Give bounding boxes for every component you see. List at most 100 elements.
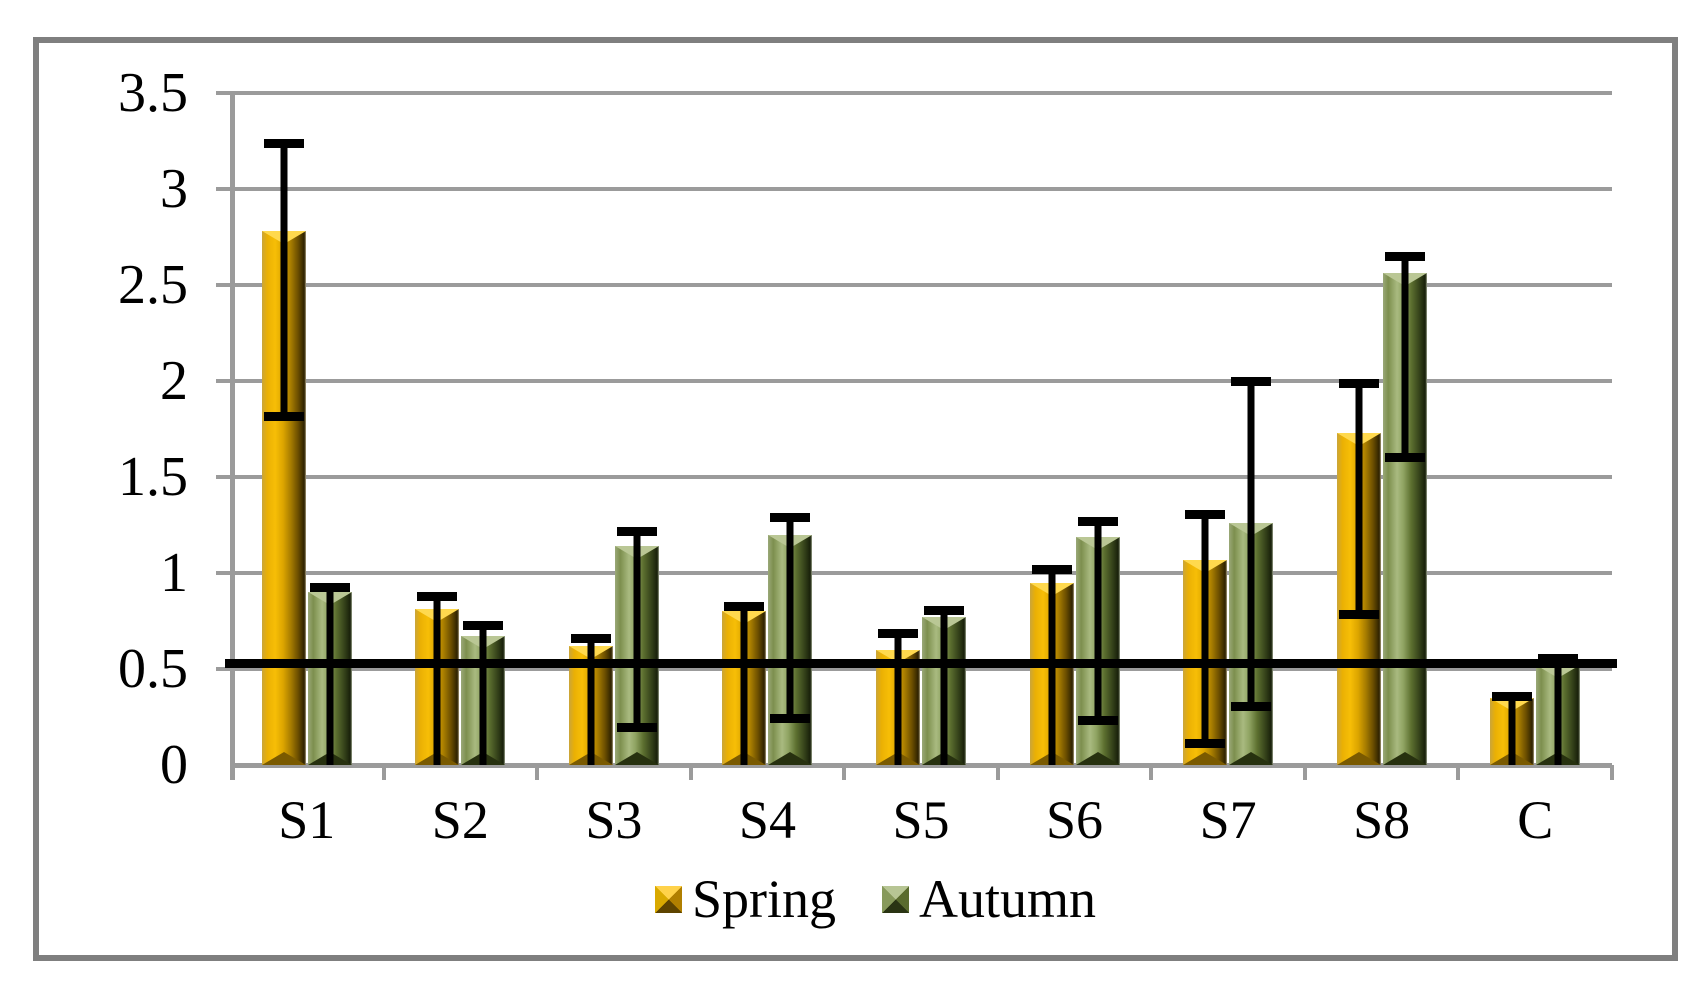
error-cap-bottom [616,723,657,733]
x-axis-tick [1302,765,1307,780]
error-whisker [479,621,487,765]
error-bar-spring-S2 [417,592,458,765]
x-axis-label-S5: S5 [892,790,950,850]
error-bar-autumn-C [1538,653,1579,765]
error-cap-top [263,139,304,149]
autumn-square-icon [882,885,910,913]
legend: Spring Autumn [655,872,1096,926]
error-bar-autumn-S7 [1231,377,1272,712]
error-bar-spring-S8 [1338,379,1379,620]
error-bar-spring-S4 [724,601,765,765]
error-bar-spring-C [1492,692,1533,765]
reference-line [225,659,1617,669]
y-axis-tick [216,379,230,383]
error-cap-top [724,601,765,611]
x-axis-tick [688,765,693,780]
y-axis-label-0.5: 0.5 [118,638,188,700]
error-whisker [1355,379,1363,620]
error-whisker [1094,517,1102,725]
error-whisker [1048,565,1056,765]
error-cap-top [417,592,458,602]
error-cap-top [770,513,811,523]
y-axis-tick [216,91,230,95]
legend-item-spring: Spring [655,872,836,926]
x-axis-label-S3: S3 [585,790,643,850]
error-cap-top [1077,517,1118,527]
error-whisker [894,628,902,765]
y-axis-label-2: 2 [160,350,188,412]
error-whisker [633,526,641,733]
error-cap-top [1384,252,1425,262]
gridline-1 [230,571,1612,575]
x-axis-tick [381,765,386,780]
error-cap-bottom [1338,610,1379,620]
x-axis-label-C: C [1517,790,1554,850]
legend-item-autumn: Autumn [882,872,1096,926]
error-bar-autumn-S2 [463,621,504,765]
spring-square-icon [655,885,682,913]
x-axis-label-S4: S4 [738,790,796,850]
error-cap-bottom [1231,702,1272,712]
error-cap-top [1492,692,1533,702]
y-axis-label-0: 0 [160,734,188,796]
x-axis-tick [842,765,847,780]
error-cap-top [309,582,350,592]
error-bar-spring-S3 [570,634,611,765]
x-axis-label-S6: S6 [1046,790,1104,850]
x-axis-label-S7: S7 [1199,790,1257,850]
error-cap-top [924,605,964,615]
error-whisker [433,592,441,765]
error-cap-bottom [1384,452,1425,462]
error-cap-top [616,526,657,536]
y-axis-line [230,93,235,780]
error-cap-bottom [770,713,811,723]
error-cap-bottom [1185,738,1226,748]
error-whisker [587,634,595,765]
error-whisker [786,513,794,723]
error-bar-spring-S7 [1185,509,1226,748]
error-whisker [1508,692,1516,765]
error-bar-autumn-S3 [616,526,657,733]
y-axis-tick [216,667,230,671]
gridline-2 [230,379,1612,383]
error-bar-autumn-S4 [770,513,811,723]
legend-label-spring: Spring [692,869,837,929]
y-axis-label-3: 3 [160,158,188,220]
gridline-2.5 [230,283,1612,287]
error-bar-spring-S5 [878,628,918,765]
error-whisker [940,605,948,765]
error-whisker [1554,653,1562,765]
error-whisker [1247,377,1255,712]
gridline-0.5 [230,667,1612,671]
x-axis-tick [1610,765,1614,780]
error-bar-autumn-S6 [1077,517,1118,725]
x-axis-tick [1149,765,1154,780]
error-bar-autumn-S1 [309,582,350,765]
gridline-3.5 [230,91,1612,95]
y-axis-label-1: 1 [160,542,188,604]
x-axis-label-S8: S8 [1353,790,1411,850]
y-axis-label-2.5: 2.5 [118,254,188,316]
y-axis-tick [216,475,230,479]
error-cap-bottom [263,412,304,422]
gridline-3 [230,187,1612,191]
error-bar-spring-S6 [1031,565,1072,765]
error-cap-top [1231,377,1272,387]
error-cap-top [1031,565,1072,575]
error-cap-top [1338,379,1379,389]
x-axis-tick [535,765,540,780]
x-axis-tick [1456,765,1461,780]
y-axis-tick [216,187,230,191]
error-bar-autumn-S5 [924,605,964,765]
x-axis-tick [995,765,1000,780]
error-whisker [326,582,334,765]
error-cap-top [570,634,611,644]
error-whisker [280,139,288,422]
error-cap-bottom [1077,715,1118,725]
y-axis-label-3.5: 3.5 [118,62,188,124]
error-bar-autumn-S8 [1384,252,1425,462]
error-cap-top [1185,509,1226,519]
y-axis-tick [216,571,230,575]
error-whisker [1401,252,1409,462]
